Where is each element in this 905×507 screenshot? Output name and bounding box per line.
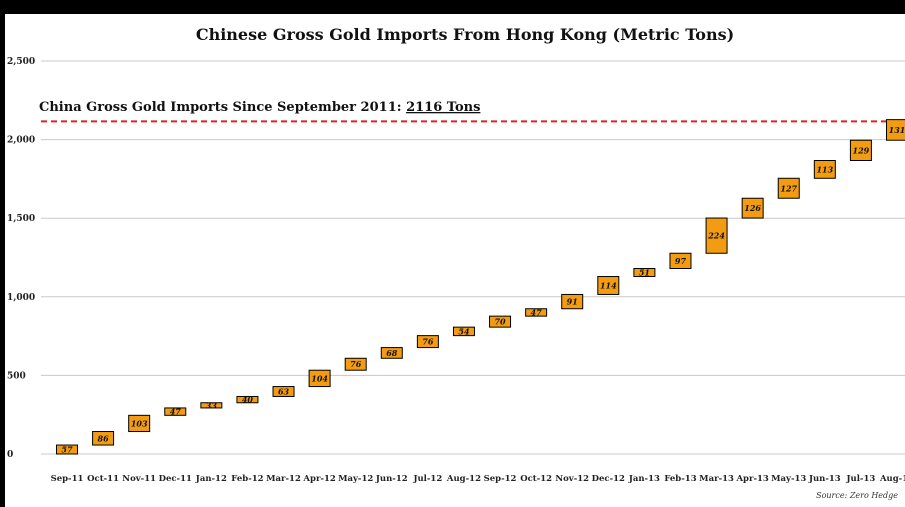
bar — [489, 315, 512, 328]
bar — [597, 276, 620, 295]
x-tick-label: Jun-13 — [808, 474, 841, 484]
bar-value-label: 51 — [639, 268, 650, 278]
x-tick-label: Mar-12 — [266, 474, 301, 484]
annotation-value: 2116 Tons — [406, 100, 480, 115]
bar — [452, 326, 475, 337]
x-tick-label: Jun-12 — [375, 474, 408, 484]
x-tick-label: May-12 — [338, 474, 373, 484]
bar-value-label: 57 — [61, 445, 73, 455]
bar — [886, 119, 905, 141]
source-note: Source: Zero Hedge — [816, 491, 898, 500]
bar-value-label: 63 — [278, 387, 290, 397]
x-tick-label: Oct-11 — [87, 474, 119, 484]
y-tick-label: 0 — [7, 450, 13, 460]
bar-value-label: 86 — [98, 433, 110, 443]
bar-value-label: 40 — [242, 395, 254, 405]
bar-value-label: 127 — [780, 183, 797, 193]
x-tick-label: Apr-13 — [735, 474, 768, 484]
x-tick-label: Mar-13 — [699, 474, 734, 484]
bar — [813, 160, 836, 179]
x-axis: Sep-11 Oct-11 Nov-11 Dec-11 Jan-12 Feb-12 Mar-… — [51, 474, 905, 484]
bar — [741, 197, 764, 219]
x-tick-label: Jul-12 — [412, 474, 442, 484]
x-tick-label: Aug-13 — [879, 474, 905, 484]
bar-value-label: 33 — [206, 400, 218, 410]
x-tick-label: Nov-11 — [122, 474, 156, 484]
bar — [236, 395, 259, 404]
bar-value-label: 70 — [494, 317, 506, 327]
bar — [344, 357, 367, 371]
bar — [849, 139, 872, 162]
x-tick-label: May-13 — [771, 474, 806, 484]
x-tick-label: Dec-12 — [592, 474, 625, 484]
gridlines — [41, 60, 905, 455]
bar — [669, 252, 692, 270]
bar — [633, 268, 656, 278]
bar — [561, 293, 584, 310]
bar-value-label: 68 — [386, 348, 398, 358]
x-tick-label: Nov-12 — [555, 474, 589, 484]
bar-value-label: 114 — [600, 280, 617, 290]
bar-value-label: 76 — [350, 359, 362, 369]
bar-value-label: 129 — [853, 145, 870, 155]
y-tick-label: 2,500 — [7, 57, 35, 67]
y-tick-label: 1,000 — [7, 293, 35, 303]
bar-value-label: 54 — [458, 326, 470, 336]
bars: 57 86 103 47 33 40 63 104 76 68 76 54 70 47 91 114 51 97 2… — [56, 119, 905, 455]
y-axis: 0 500 1,000 1,500 2,000 2,500 — [7, 57, 35, 460]
bar-value-label: 47 — [531, 307, 543, 317]
bar-value-label: 104 — [311, 373, 328, 383]
bar — [705, 217, 728, 254]
y-tick-label: 2,000 — [7, 136, 35, 146]
x-tick-label: Jul-13 — [846, 474, 876, 484]
annotation-prefix: China Gross Gold Imports Since September… — [39, 100, 406, 115]
x-tick-label: Dec-11 — [159, 474, 192, 484]
x-tick-label: Aug-12 — [446, 474, 481, 484]
bar — [525, 308, 548, 317]
bar — [380, 347, 403, 359]
x-tick-label: Apr-12 — [302, 474, 335, 484]
y-tick-label: 500 — [7, 371, 26, 381]
bar-value-label: 131 — [889, 125, 905, 135]
bar-value-label: 76 — [422, 337, 434, 347]
x-tick-label: Jan-13 — [628, 474, 660, 484]
bar-value-label: 91 — [567, 297, 578, 307]
bar — [308, 369, 331, 388]
x-tick-label: Jan-12 — [195, 474, 227, 484]
bar-value-label: 224 — [707, 231, 725, 241]
chart-title: Chinese Gross Gold Imports From Hong Kon… — [196, 25, 734, 44]
reference-annotation: China Gross Gold Imports Since September… — [39, 100, 480, 115]
x-tick-label: Feb-13 — [664, 474, 696, 484]
bar — [416, 335, 439, 349]
bar-value-label: 113 — [816, 164, 833, 174]
bar-value-label: 103 — [131, 418, 148, 428]
bar — [777, 177, 800, 199]
bar-value-label: 126 — [744, 203, 761, 213]
bar-value-label: 47 — [170, 407, 182, 417]
bar — [200, 402, 223, 409]
bar — [164, 407, 187, 416]
y-tick-label: 1,500 — [7, 214, 35, 224]
x-tick-label: Sep-11 — [51, 474, 84, 484]
bar — [128, 414, 151, 433]
bar — [56, 444, 78, 455]
x-tick-label: Feb-12 — [231, 474, 263, 484]
bar — [92, 431, 115, 446]
waterfall-chart: Chinese Gross Gold Imports From Hong Kon… — [7, 25, 905, 500]
bar — [272, 386, 295, 397]
x-tick-label: Sep-12 — [484, 474, 517, 484]
bar-value-label: 97 — [675, 256, 687, 266]
x-tick-label: Oct-12 — [520, 474, 552, 484]
chart-panel: Chinese Gross Gold Imports From Hong Kon… — [5, 14, 905, 507]
